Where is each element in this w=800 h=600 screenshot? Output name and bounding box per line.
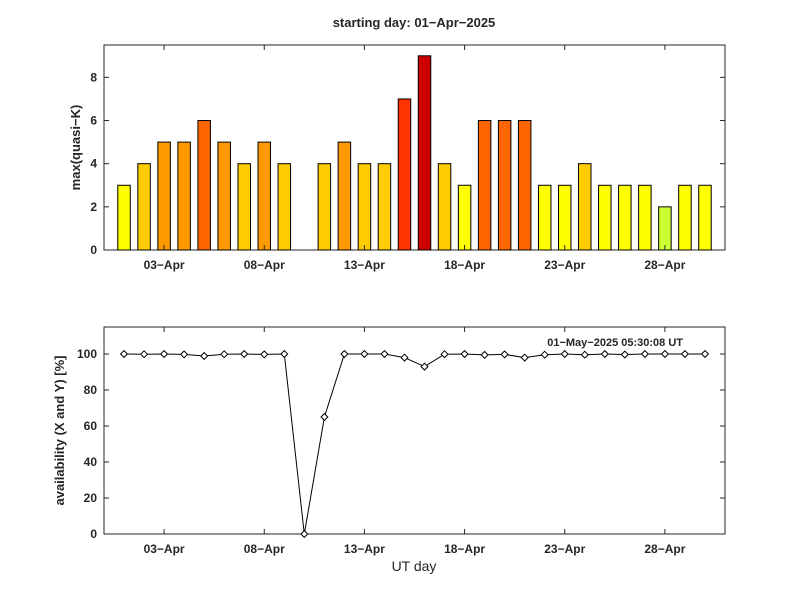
kindex-bar [317,163,332,251]
kindex-bar [277,163,292,251]
availability-point [660,349,670,359]
timestamp-annotation: 01−May−2025 05:30:08 UT [547,337,683,349]
availability-point [420,362,429,371]
kindex-bar [177,141,191,251]
availability-series [119,349,710,539]
bottom-ytick-label: 40 [84,455,98,469]
kindex-bar [197,120,211,251]
kindex-bar [598,184,612,251]
top-plot-frame [103,44,726,251]
top-xtick-label: 03−Apr [144,258,185,272]
kindex-bar [638,184,652,251]
availability-point [280,349,289,359]
bottom-xtick-label: 08−Apr [244,542,285,556]
kindex-bar [417,55,432,251]
top-ytick-label: 4 [90,157,97,171]
bottom-plot-frame [103,326,726,535]
availability-point [600,349,609,359]
kindex-bar [337,141,352,251]
kindex-bar [678,184,692,251]
bottom-xtick-label: 03−Apr [144,542,185,556]
chart-title: starting day: 01−Apr−2025 [333,15,496,30]
bottom-xtick-label: 28−Apr [644,542,685,556]
top-xtick-label: 23−Apr [544,258,585,272]
bottom-ytick-label: 20 [84,491,98,505]
availability-point [360,349,369,359]
top-axes: 0 2 4 6 8 03−Apr 08−Apr 13−Apr 18−Apr 23−Apr 28−Ap… [90,45,725,272]
availability-line [123,353,705,535]
bottom-ytick-label: 0 [90,527,97,541]
kindex-bar [578,163,592,251]
top-ytick-label: 0 [90,243,97,257]
availability-point [640,349,650,359]
top-y-axis-label: max(quasi−K) [68,105,83,191]
kindex-bar [557,184,572,251]
top-xtick-label: 28−Apr [644,258,685,272]
kindex-bar-panel: 0 2 4 6 8 03−Apr 08−Apr 13−Apr 18−Apr 23−Apr 28−Ap… [68,44,726,272]
bottom-ytick-label: 100 [77,347,97,361]
availability-point [560,349,569,359]
kindex-bar [217,141,231,251]
bottom-xtick-label: 13−Apr [344,542,385,556]
kindex-bars [117,55,712,251]
top-xtick-label: 18−Apr [444,258,485,272]
kindex-bar [658,206,672,251]
kindex-bar [437,163,452,251]
bottom-ytick-label: 80 [84,383,98,397]
top-xtick-label: 08−Apr [244,258,285,272]
availability-point [580,350,589,359]
bottom-xtick-label: 23−Apr [544,542,585,556]
kindex-bar [517,120,532,251]
kindex-bar [618,184,632,251]
kindex-bar [117,184,131,251]
availability-point [500,350,509,359]
availability-point [139,350,149,359]
availability-point [340,349,349,359]
availability-point [520,353,529,362]
kindex-bar [397,98,412,251]
kindex-bar [457,184,472,251]
availability-point [159,349,169,359]
availability-point [260,350,269,359]
kindex-bar [357,163,372,251]
top-xtick-label: 13−Apr [344,258,385,272]
availability-point [480,350,489,360]
availability-point [300,529,309,539]
kindex-bar [137,163,151,251]
kindex-bar [237,163,251,251]
kindex-bar [157,141,171,251]
availability-line-panel: 0 20 40 60 80 100 03−Apr 08−Apr 13−Apr 18−Apr 23−A… [52,326,726,574]
top-ytick-label: 2 [90,200,97,214]
availability-point [400,353,409,362]
top-ytick-label: 6 [90,114,97,128]
kindex-bar [257,141,272,251]
availability-point [320,412,329,422]
availability-point [179,350,189,359]
kindex-bar [377,163,392,251]
availability-point [620,350,629,359]
availability-point [680,349,690,359]
bottom-ytick-label: 60 [84,419,98,433]
availability-point [700,349,710,359]
availability-point [440,350,449,359]
top-ytick-label: 8 [90,70,97,84]
bottom-y-axis-label: availability (X and Y) [%] [52,355,67,505]
availability-point [380,349,389,359]
bottom-axes: 0 20 40 60 80 100 03−Apr 08−Apr 13−Apr 18−Apr 23−A… [77,327,725,556]
bottom-x-axis-label: UT day [392,558,437,574]
bottom-xtick-label: 18−Apr [444,542,485,556]
kindex-bar [537,184,552,251]
availability-point [540,350,549,359]
availability-point [240,349,249,359]
availability-point [220,350,229,359]
kindex-bar [497,120,512,251]
availability-point [200,351,209,361]
availability-point [119,349,129,359]
kindex-bar [698,184,712,251]
availability-point [460,349,469,359]
kindex-bar [477,120,492,251]
